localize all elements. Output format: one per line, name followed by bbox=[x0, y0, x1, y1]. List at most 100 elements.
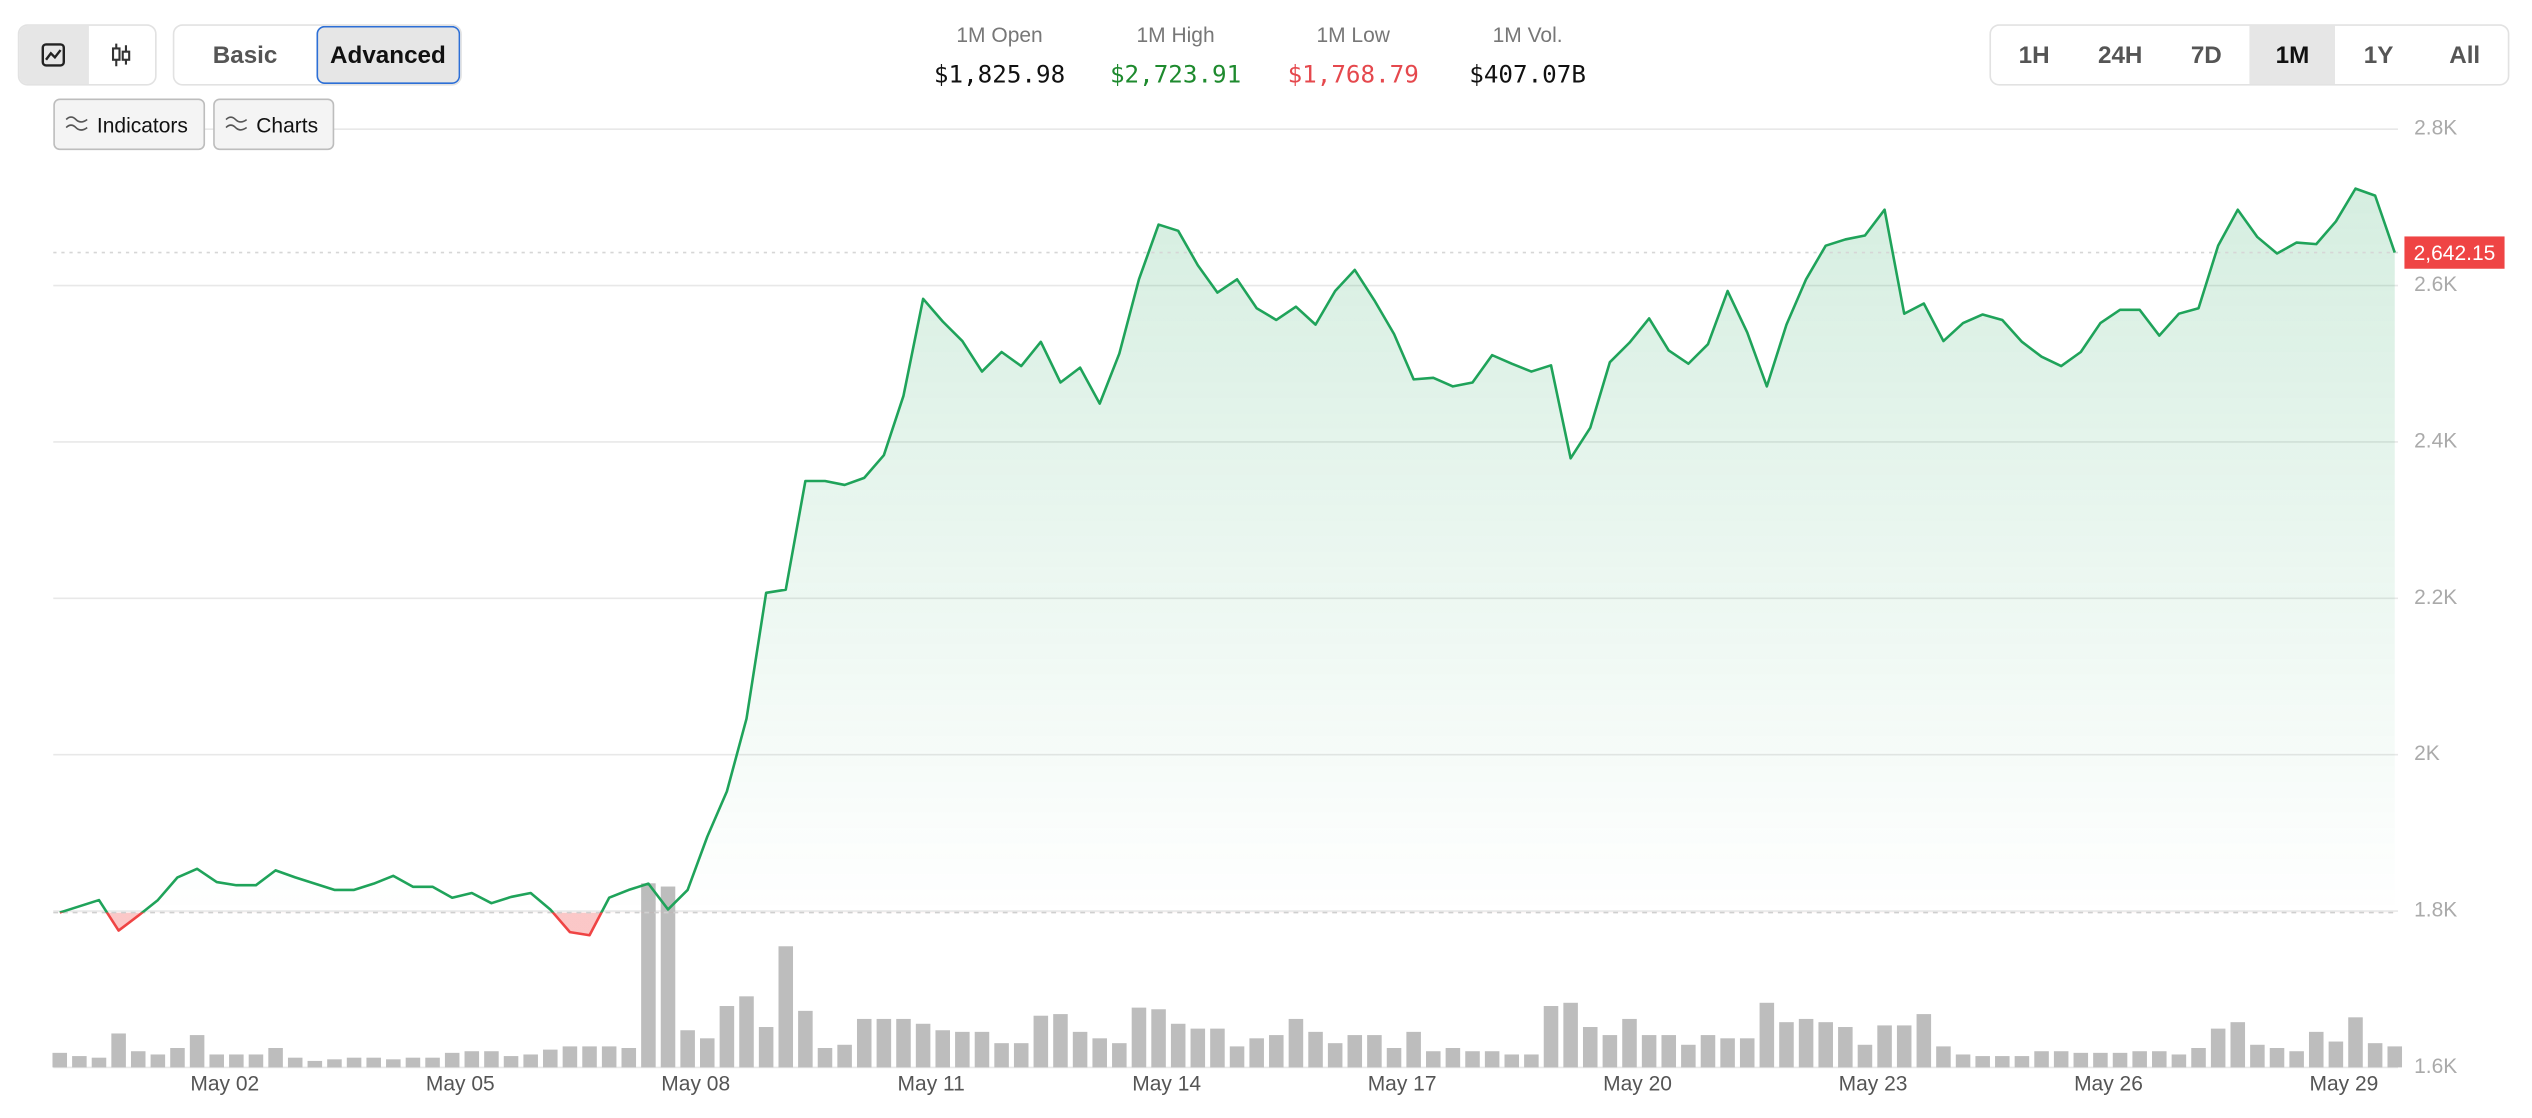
volume-bar bbox=[2112, 1052, 2128, 1068]
volume-bar bbox=[2348, 1017, 2363, 1068]
y-tick-label: 1.8K bbox=[2414, 899, 2457, 922]
volume-bar bbox=[503, 1056, 519, 1068]
volume-bar bbox=[2308, 1031, 2324, 1068]
volume-bar bbox=[817, 1048, 833, 1068]
volume-bar bbox=[1170, 1023, 1186, 1068]
volume-bar bbox=[1131, 1007, 1147, 1068]
range-button[interactable]: All bbox=[2449, 41, 2481, 69]
volume-bar bbox=[1524, 1054, 1539, 1068]
tool-icon bbox=[225, 116, 248, 131]
mode-toggle: Basic Advanced bbox=[172, 24, 462, 86]
volume-bar bbox=[1681, 1044, 1696, 1068]
volume-bar bbox=[1896, 1025, 1912, 1068]
volume-bar bbox=[1739, 1038, 1755, 1068]
range-button[interactable]: 24H bbox=[2097, 41, 2143, 69]
volume-bar bbox=[994, 1043, 1009, 1068]
volume-bar bbox=[72, 1056, 87, 1068]
volume-bar bbox=[111, 1033, 126, 1068]
line-chart-button[interactable] bbox=[19, 25, 88, 84]
volume-bar bbox=[1229, 1046, 1245, 1068]
volume-bar bbox=[1602, 1035, 1618, 1068]
volume-bar bbox=[641, 883, 656, 1068]
volume-bar bbox=[1465, 1051, 1480, 1068]
volume-bar bbox=[1053, 1014, 1068, 1068]
stat-label: 1M Open bbox=[956, 22, 1043, 47]
volume-bar bbox=[1779, 1022, 1794, 1068]
volume-bar bbox=[170, 1048, 185, 1068]
volume-bar bbox=[1445, 1048, 1461, 1068]
volume-bar bbox=[2132, 1051, 2147, 1068]
volume-bar bbox=[1327, 1043, 1343, 1068]
volume-bar bbox=[837, 1044, 852, 1068]
volume-bar bbox=[2387, 1046, 2403, 1068]
volume-bar bbox=[798, 1010, 813, 1068]
tool-label: Charts bbox=[256, 112, 319, 137]
volume-bar bbox=[739, 996, 754, 1068]
volume-bar bbox=[287, 1057, 303, 1068]
volume-bar bbox=[91, 1057, 107, 1068]
volume-bar bbox=[562, 1046, 578, 1068]
volume-bar bbox=[1013, 1043, 1029, 1068]
volume-bar bbox=[1033, 1015, 1049, 1068]
volume-bar bbox=[2230, 1022, 2246, 1068]
volume-bar bbox=[1112, 1043, 1127, 1068]
range-button[interactable]: 7D bbox=[2190, 41, 2222, 69]
tool-button[interactable]: Charts bbox=[213, 98, 335, 151]
volume-bar bbox=[915, 1023, 931, 1068]
volume-bar bbox=[1798, 1018, 1814, 1068]
volume-bar bbox=[1308, 1031, 1323, 1068]
volume-bar bbox=[1975, 1056, 1990, 1068]
volume-bar bbox=[523, 1054, 538, 1068]
tool-label: Indicators bbox=[96, 112, 188, 137]
volume-bar bbox=[150, 1054, 166, 1068]
volume-bar bbox=[405, 1057, 421, 1068]
range-button[interactable]: 1M bbox=[2249, 25, 2336, 84]
volume-bar bbox=[1386, 1048, 1402, 1068]
volume-bar bbox=[700, 1038, 715, 1068]
volume-bar bbox=[2073, 1052, 2089, 1068]
volume-bar bbox=[1190, 1028, 1206, 1068]
volume-bar bbox=[2191, 1048, 2206, 1068]
volume-bar bbox=[52, 1052, 68, 1068]
x-tick-label: May 11 bbox=[898, 1073, 965, 1096]
x-tick-label: May 17 bbox=[1368, 1073, 1437, 1096]
range-button[interactable]: 1Y bbox=[2363, 41, 2394, 69]
volume-bar bbox=[1563, 1002, 1578, 1068]
volume-bar bbox=[1406, 1031, 1421, 1068]
mode-button[interactable]: Advanced bbox=[315, 25, 461, 84]
volume-bar bbox=[1838, 1027, 1853, 1068]
volume-bar bbox=[582, 1046, 597, 1068]
x-tick-label: May 20 bbox=[1603, 1073, 1672, 1096]
volume-bar bbox=[1092, 1038, 1107, 1068]
volume-bar bbox=[1426, 1051, 1441, 1068]
x-tick-label: May 23 bbox=[1839, 1073, 1908, 1096]
stat-value: $2,723.91 bbox=[1109, 59, 1242, 89]
line-icon bbox=[41, 43, 65, 67]
x-tick-label: May 14 bbox=[1132, 1073, 1201, 1096]
current-price-label: 2,642.15 bbox=[2414, 242, 2496, 265]
tool-button[interactable]: Indicators bbox=[53, 98, 206, 151]
volume-bar bbox=[189, 1035, 205, 1068]
volume-bar bbox=[2171, 1054, 2187, 1068]
range-button[interactable]: 1H bbox=[2018, 41, 2050, 69]
stat: 1M High $2,723.91 bbox=[1087, 23, 1265, 89]
candle-chart-button[interactable] bbox=[87, 25, 155, 84]
volume-bar bbox=[876, 1018, 892, 1068]
stat: 1M Vol. $407.07B bbox=[1439, 23, 1617, 89]
candle-icon bbox=[112, 43, 132, 67]
volume-bar bbox=[2053, 1051, 2069, 1068]
volume-bar bbox=[2367, 1043, 2383, 1068]
mode-button[interactable]: Basic bbox=[212, 41, 278, 69]
volume-bar bbox=[1249, 1038, 1264, 1068]
volume-bar bbox=[2289, 1051, 2304, 1068]
volume-bar bbox=[955, 1031, 970, 1068]
volume-bar bbox=[896, 1018, 911, 1068]
volume-bar bbox=[1269, 1035, 1284, 1068]
stat-value: $1,825.98 bbox=[933, 59, 1066, 89]
volume-bar bbox=[1543, 1006, 1559, 1068]
x-tick-label: May 05 bbox=[426, 1073, 495, 1096]
volume-bar bbox=[660, 886, 676, 1068]
stat-value: $407.07B bbox=[1469, 59, 1586, 89]
volume-bar bbox=[1582, 1027, 1598, 1068]
volume-bar bbox=[856, 1018, 872, 1068]
